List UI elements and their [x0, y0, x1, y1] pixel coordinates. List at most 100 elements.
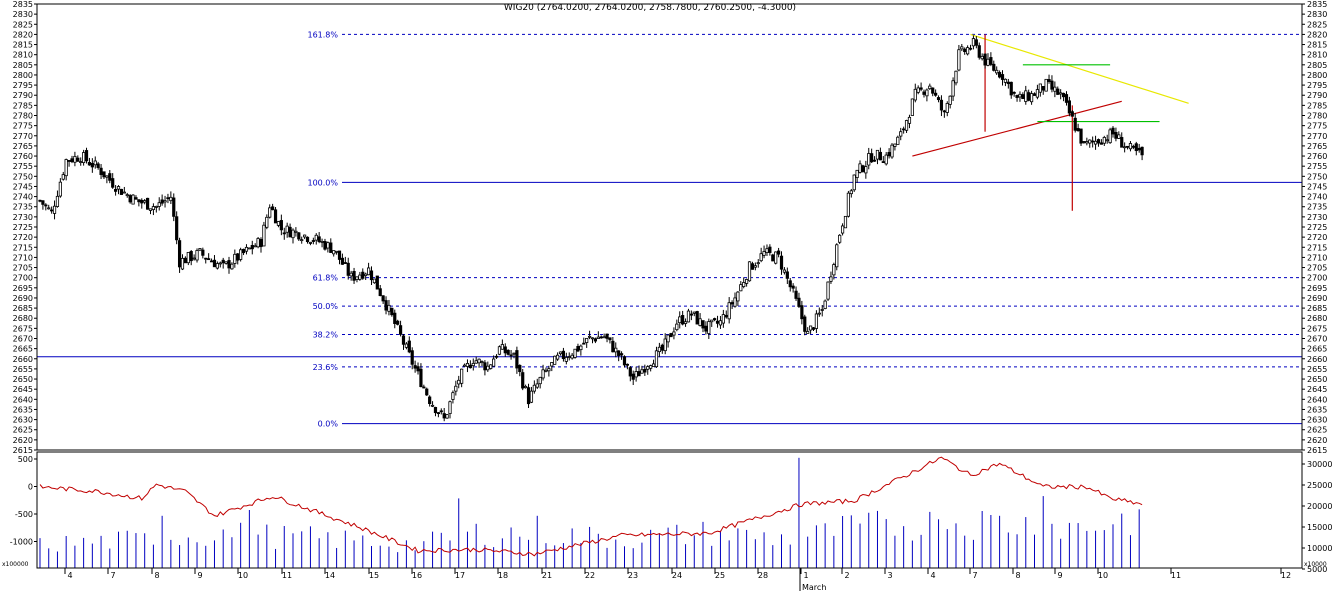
candle-body: [797, 297, 801, 307]
candle-body: [730, 302, 734, 305]
candle-body: [207, 258, 211, 261]
candle-body: [916, 87, 920, 93]
candle-body: [910, 98, 914, 116]
candle-body: [887, 152, 891, 157]
price-tick-label: 2695: [1307, 284, 1327, 293]
fib-level-label: 38.2%: [313, 330, 339, 339]
candle-body: [745, 279, 749, 284]
candle-body: [747, 261, 752, 282]
candle-body: [50, 209, 54, 212]
x-tick-label: 17: [455, 571, 465, 580]
candle-body: [1027, 92, 1031, 101]
candle-body: [439, 410, 443, 413]
volume-tick-label: 0: [28, 483, 33, 492]
candle-body: [532, 384, 536, 392]
candle-body: [870, 153, 874, 163]
price-tick-label: 2750: [1307, 172, 1327, 181]
candle-body: [93, 160, 97, 166]
candle-body: [596, 336, 600, 339]
candle-body: [861, 165, 865, 172]
price-tick-label: 2800: [1307, 71, 1327, 80]
price-tick-label: 2695: [13, 284, 33, 293]
candle-body: [1029, 93, 1034, 103]
candle-body: [82, 152, 86, 164]
price-tick-label: 2705: [13, 264, 33, 273]
candle-body: [506, 349, 510, 355]
volume-tick-label: 25000: [1307, 481, 1332, 490]
candle-body: [262, 224, 266, 247]
candle-body: [311, 240, 315, 242]
candle-body: [762, 251, 766, 256]
candle-body: [922, 91, 926, 95]
candle-body: [204, 257, 208, 260]
candle-body: [669, 333, 673, 338]
candle-body: [890, 144, 894, 158]
candle-body: [372, 278, 377, 284]
candle-body: [1053, 86, 1057, 92]
candle-body: [47, 207, 51, 210]
x-tick-label: 9: [1057, 571, 1062, 580]
candle-body: [1093, 140, 1098, 145]
candle-body: [343, 262, 347, 264]
x-tick-label: 11: [282, 571, 292, 580]
price-tick-label: 2700: [13, 274, 33, 283]
candle-body: [442, 413, 446, 419]
price-tick-label: 2765: [1307, 142, 1327, 151]
candle-body: [553, 355, 557, 365]
candle-body: [558, 351, 563, 355]
price-tick-label: 2645: [13, 385, 33, 394]
candle-body: [454, 385, 458, 392]
candle-body: [654, 350, 659, 368]
fibonacci-levels: 161.8% 100.0% 61.8% 50.0% 38.2% 23.6% 0.0%: [37, 30, 1302, 429]
candle-body: [657, 346, 661, 353]
candle-body: [768, 246, 772, 253]
price-tick-label: 2765: [13, 142, 33, 151]
candle-body: [1050, 80, 1054, 90]
candle-body: [936, 97, 941, 101]
candle-body: [710, 319, 714, 323]
candle-body: [846, 192, 850, 217]
price-tick-label: 2660: [13, 355, 33, 364]
x-tick-label: 10: [238, 571, 248, 580]
candle-body: [355, 276, 359, 280]
candle-body: [1091, 140, 1095, 143]
candle-body: [634, 371, 638, 378]
candle-body: [114, 188, 118, 192]
candle-body: [218, 262, 222, 265]
candle-body: [619, 353, 624, 356]
candle-body: [1088, 139, 1092, 144]
candle-body: [352, 271, 356, 281]
candle-body: [838, 234, 842, 243]
candle-body: [340, 257, 345, 265]
candle-body: [41, 200, 45, 205]
candle-body: [785, 271, 789, 279]
candle-body: [561, 350, 566, 360]
candle-body: [195, 250, 199, 261]
candle-body: [451, 392, 455, 400]
candle-body: [38, 199, 42, 202]
candle-body: [227, 260, 231, 269]
price-tick-label: 2680: [13, 314, 33, 323]
candle-body: [925, 89, 929, 97]
candle-body: [675, 323, 679, 331]
candle-body: [739, 284, 743, 292]
candle-body: [1108, 129, 1112, 144]
candle-body: [436, 412, 440, 414]
volume-unit-right: x10000: [1304, 561, 1327, 568]
volume-panel-frame: [36, 451, 1303, 569]
price-tick-label: 2760: [13, 152, 33, 161]
candle-body: [582, 342, 586, 345]
candle-body: [369, 270, 374, 281]
candle-body: [954, 70, 958, 84]
candle-body: [457, 379, 461, 385]
candle-body: [1125, 145, 1130, 148]
candle-body: [1064, 94, 1069, 103]
candle-body: [1000, 74, 1005, 80]
price-tick-label: 2730: [13, 213, 33, 222]
price-tick-label: 2685: [13, 304, 33, 313]
price-tick-label: 2710: [13, 253, 33, 262]
price-tick-label: 2660: [1307, 355, 1327, 364]
candle-body: [602, 336, 606, 339]
x-tick-label: 4: [67, 571, 72, 580]
